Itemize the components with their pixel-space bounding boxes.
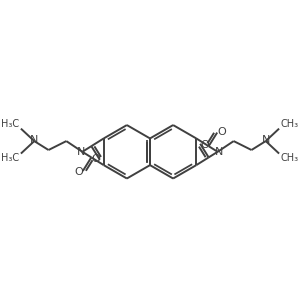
Text: O: O <box>200 140 209 150</box>
Text: H₃C: H₃C <box>1 153 19 163</box>
Text: O: O <box>74 167 83 177</box>
Text: N: N <box>262 135 270 145</box>
Text: O: O <box>217 127 226 137</box>
Text: CH₃: CH₃ <box>281 153 299 163</box>
Text: N: N <box>76 147 85 157</box>
Text: N: N <box>215 147 224 157</box>
Text: CH₃: CH₃ <box>281 119 299 129</box>
Text: H₃C: H₃C <box>1 119 19 129</box>
Text: N: N <box>30 135 38 145</box>
Text: O: O <box>91 154 100 164</box>
